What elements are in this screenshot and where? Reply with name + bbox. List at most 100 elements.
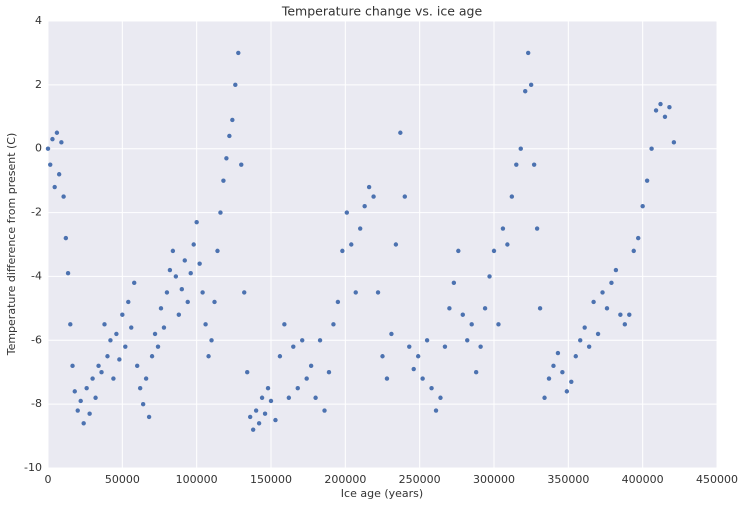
point [268,398,274,404]
point [194,219,199,225]
point [81,421,86,426]
point [206,354,211,359]
point [59,140,64,145]
point [48,162,53,167]
point [473,370,479,375]
point [380,354,385,359]
point [197,261,202,266]
point [555,350,561,356]
point [239,162,244,167]
point [591,299,596,305]
point [546,376,552,381]
point [242,290,247,295]
point [230,117,235,123]
x-axis-label: Ice age (years) [341,487,423,500]
point [123,344,128,349]
point [167,267,173,273]
y-axis-label: Temperature difference from present (C) [5,133,18,357]
point [415,354,421,359]
point [658,101,663,107]
x-tick-label: 100000 [176,473,218,486]
point [155,344,161,349]
point [215,248,220,254]
point [407,344,412,349]
point [636,235,641,241]
point [253,408,259,413]
point [491,248,497,254]
point [451,280,457,286]
y-tick-label: -6 [31,333,42,346]
point [140,401,146,407]
x-tick-label: 250000 [399,473,441,486]
point [70,363,75,369]
point [170,248,176,254]
y-tick-label: 4 [35,14,42,27]
point [236,50,241,56]
point [618,312,623,317]
point [224,156,229,161]
point [179,287,184,292]
point [87,411,92,416]
point [560,370,565,375]
point [161,325,167,330]
point [78,398,83,404]
point [317,338,323,343]
point [72,389,77,394]
point [622,322,628,327]
point [393,242,399,247]
point [185,299,190,305]
point [442,344,448,349]
point [265,385,271,391]
point [609,280,614,286]
point [84,385,89,391]
point [277,354,283,359]
point [482,306,488,311]
point [514,162,519,167]
y-tick-label: -8 [31,397,42,410]
point [56,172,62,177]
point [262,411,268,416]
point [578,338,583,343]
point [108,338,113,343]
point [438,395,443,400]
point [340,248,345,254]
y-tick-label: -10 [24,461,42,474]
point [158,306,164,311]
point [366,184,372,190]
point [613,267,619,273]
y-tick-label: 0 [35,142,42,155]
point [247,414,253,420]
point [75,408,80,413]
point [671,140,677,145]
point [478,344,483,349]
point [143,376,149,381]
point [662,114,668,119]
plot-area [48,21,717,468]
point [65,271,71,276]
point [582,325,587,330]
point [96,363,101,369]
point [353,290,358,295]
point [362,203,367,209]
point [505,242,510,247]
point [496,322,501,327]
point [146,414,152,420]
point [250,427,256,432]
point [291,344,296,349]
x-tick-label: 50000 [105,473,140,486]
point [604,306,610,311]
point [420,376,425,381]
point [424,338,430,343]
point [245,370,250,375]
point [525,50,531,56]
point [653,108,659,113]
x-tick-label: 300000 [473,473,515,486]
point [256,421,262,426]
point [126,299,131,305]
point [203,322,208,327]
x-tick-label: 200000 [324,473,366,486]
point [152,331,158,337]
point [537,306,543,311]
point [313,395,318,400]
